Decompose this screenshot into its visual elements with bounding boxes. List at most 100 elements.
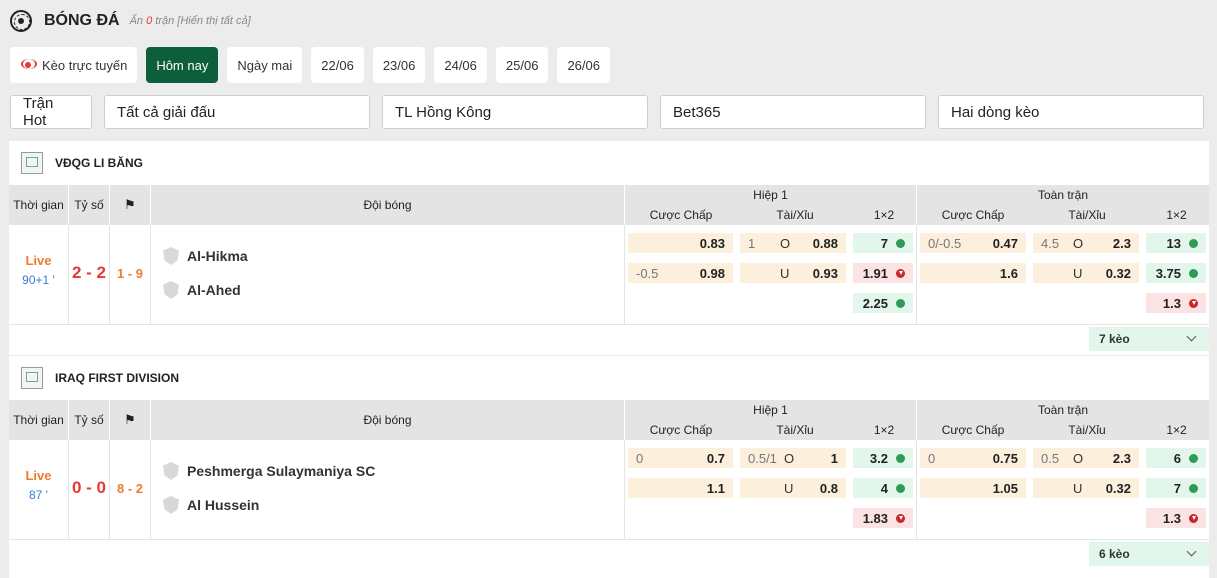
tab-today[interactable]: Hôm nay (146, 47, 219, 83)
col-handicap: Cược Chấp (941, 208, 1005, 222)
col-team: Đội bóng (363, 413, 412, 427)
odds-cell[interactable]: U 0.32 (1033, 263, 1139, 283)
corner-score: 8 - 2 (116, 481, 143, 496)
odds-cell[interactable]: 1.05 (920, 478, 1026, 498)
odds-cell[interactable]: 1.91 (853, 263, 913, 283)
odds-cell[interactable]: 4.5 O 2.3 (1033, 233, 1139, 253)
corner-icon: ⚑ (124, 412, 136, 427)
league-header[interactable]: IRAQ FIRST DIVISION (9, 356, 1209, 400)
odds-cell[interactable]: U 0.32 (1033, 478, 1139, 498)
hot-matches-button[interactable]: Trận Hot (10, 95, 92, 129)
odds-cell[interactable]: 0.5/1 O 1 (740, 448, 846, 468)
odds-up-icon (1189, 453, 1198, 463)
odds-up-icon (896, 453, 905, 463)
odds-cell[interactable]: 3.75 (1146, 263, 1206, 283)
col-ou: Tài/Xỉu (776, 208, 814, 222)
match-minute: 87 ' (29, 488, 48, 502)
col-handicap: Cược Chấp (941, 423, 1005, 437)
odds-cell[interactable]: U 0.8 (740, 478, 846, 498)
match-score: 2 - 2 (71, 263, 107, 282)
odds-cell[interactable]: 7 (853, 233, 913, 253)
bookmaker-select[interactable]: Bet365 (660, 95, 926, 129)
odds-cell[interactable]: 0 0.7 (628, 448, 733, 468)
tab-date[interactable]: 26/06 (557, 47, 610, 83)
live-broadcast-icon (20, 59, 37, 71)
odds-rows-select[interactable]: Hai dòng kèo (938, 95, 1204, 129)
odds-cell[interactable]: 0 0.75 (920, 448, 1026, 468)
odds-cell[interactable]: 1.6 (920, 263, 1026, 283)
column-header: Thời gian Tỷ số ⚑ Đội bóng Hiệp 1 Cược C… (9, 400, 1209, 440)
league-flag-icon (21, 367, 43, 389)
col-1x2: 1×2 (873, 208, 895, 222)
tab-date[interactable]: 25/06 (495, 47, 549, 83)
odds-type-select[interactable]: TL Hồng Kông (382, 95, 648, 129)
col-handicap: Cược Chấp (649, 423, 713, 437)
match-row[interactable]: Live 90+1 ' 2 - 2 1 - 9 Al-Hikma Al-Ahed… (9, 225, 1209, 325)
match-status: Live 87 ' (9, 468, 68, 502)
odds-cell[interactable]: 2.25 (853, 293, 913, 313)
odds-down-icon (896, 268, 905, 278)
odds-cell[interactable]: 13 (1146, 233, 1206, 253)
odds-cell[interactable]: 1.3 (1146, 508, 1206, 528)
more-odds-button[interactable]: 7 kèo (1089, 327, 1209, 351)
col-1x2: 1×2 (873, 423, 895, 437)
filter-bar: Trận Hot Tất cả giải đấu TL Hồng Kông Be… (10, 95, 1204, 129)
league-header[interactable]: VĐQG LI BĂNG (9, 141, 1209, 185)
live-label: Live (25, 253, 52, 268)
odds-up-icon (1189, 268, 1198, 278)
odds-cell[interactable]: 0.5 O 2.3 (1033, 448, 1139, 468)
tab-date[interactable]: 22/06 (311, 47, 364, 83)
odds-cell[interactable]: 0/-0.5 0.47 (920, 233, 1026, 253)
odds-up-icon (896, 483, 905, 493)
match-minute: 90+1 ' (22, 273, 55, 287)
column-header: Thời gian Tỷ số ⚑ Đội bóng Hiệp 1 Cược C… (9, 185, 1209, 225)
tab-tomorrow[interactable]: Ngày mai (227, 47, 303, 83)
live-label: Live (25, 468, 52, 483)
col-handicap: Cược Chấp (649, 208, 713, 222)
odds-cell[interactable]: 1.3 (1146, 293, 1206, 313)
col-team: Đội bóng (363, 198, 412, 212)
match-row[interactable]: Live 87 ' 0 - 0 8 - 2 Peshmerga Sulayman… (9, 440, 1209, 540)
odds-up-icon (1189, 238, 1198, 248)
home-team[interactable]: Al-Hikma (163, 247, 248, 265)
odds-down-icon (1189, 513, 1198, 523)
odds-cell[interactable]: 1.83 (853, 508, 913, 528)
col-ou: Tài/Xỉu (776, 423, 814, 437)
col-time: Thời gian (13, 413, 64, 427)
match-score: 0 - 0 (71, 478, 107, 497)
chevron-down-icon (1186, 546, 1197, 557)
odds-cell[interactable]: -0.5 0.98 (628, 263, 733, 283)
odds-cell[interactable]: 0.83 (628, 233, 733, 253)
hidden-matches-hint[interactable]: Ẩn 0 trận [Hiển thị tất cả] (129, 15, 251, 27)
odds-cell[interactable]: U 0.93 (740, 263, 846, 283)
tab-live-odds[interactable]: Kèo trực tuyến (10, 47, 138, 83)
col-score: Tỷ số (74, 413, 104, 427)
more-odds-button[interactable]: 6 kèo (1089, 542, 1209, 566)
odds-cell[interactable]: 1.1 (628, 478, 733, 498)
col-1x2: 1×2 (1166, 208, 1187, 222)
corner-score: 1 - 9 (116, 266, 143, 281)
away-team[interactable]: Al Hussein (163, 496, 259, 514)
tab-date[interactable]: 23/06 (372, 47, 426, 83)
odds-up-icon (896, 238, 905, 248)
section-title: BÓNG ĐÁ (44, 12, 120, 29)
home-team[interactable]: Peshmerga Sulaymaniya SC (163, 462, 375, 480)
league-select[interactable]: Tất cả giải đấu (104, 95, 370, 129)
col-time: Thời gian (13, 198, 64, 212)
odds-cell[interactable]: 6 (1146, 448, 1206, 468)
league-name: IRAQ FIRST DIVISION (55, 371, 180, 385)
col-full: Toàn trận (1037, 188, 1089, 202)
col-1x2: 1×2 (1166, 423, 1187, 437)
col-full: Toàn trận (1037, 403, 1089, 417)
soccer-ball-icon (10, 10, 32, 32)
league-flag-icon (21, 152, 43, 174)
odds-cell[interactable]: 7 (1146, 478, 1206, 498)
date-tabs: Kèo trực tuyến Hôm nay Ngày mai 22/06 23… (10, 47, 610, 83)
team-shield-icon (163, 281, 179, 299)
tab-date[interactable]: 24/06 (434, 47, 487, 83)
odds-cell[interactable]: 3.2 (853, 448, 913, 468)
odds-cell[interactable]: 1 O 0.88 (740, 233, 846, 253)
col-ou: Tài/Xỉu (1068, 423, 1106, 437)
away-team[interactable]: Al-Ahed (163, 281, 241, 299)
odds-cell[interactable]: 4 (853, 478, 913, 498)
